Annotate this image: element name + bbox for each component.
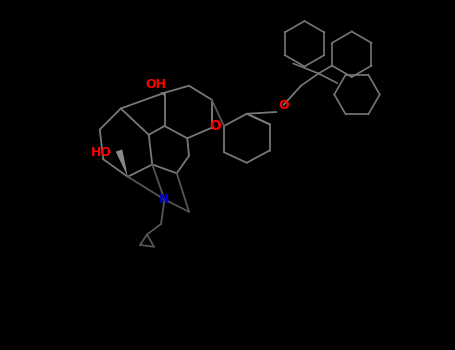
Text: HO: HO (91, 146, 112, 159)
Polygon shape (116, 149, 128, 177)
Polygon shape (160, 92, 165, 97)
Text: N: N (159, 193, 170, 206)
Text: O: O (278, 98, 289, 112)
Text: O: O (209, 119, 221, 133)
Text: OH: OH (145, 77, 166, 91)
